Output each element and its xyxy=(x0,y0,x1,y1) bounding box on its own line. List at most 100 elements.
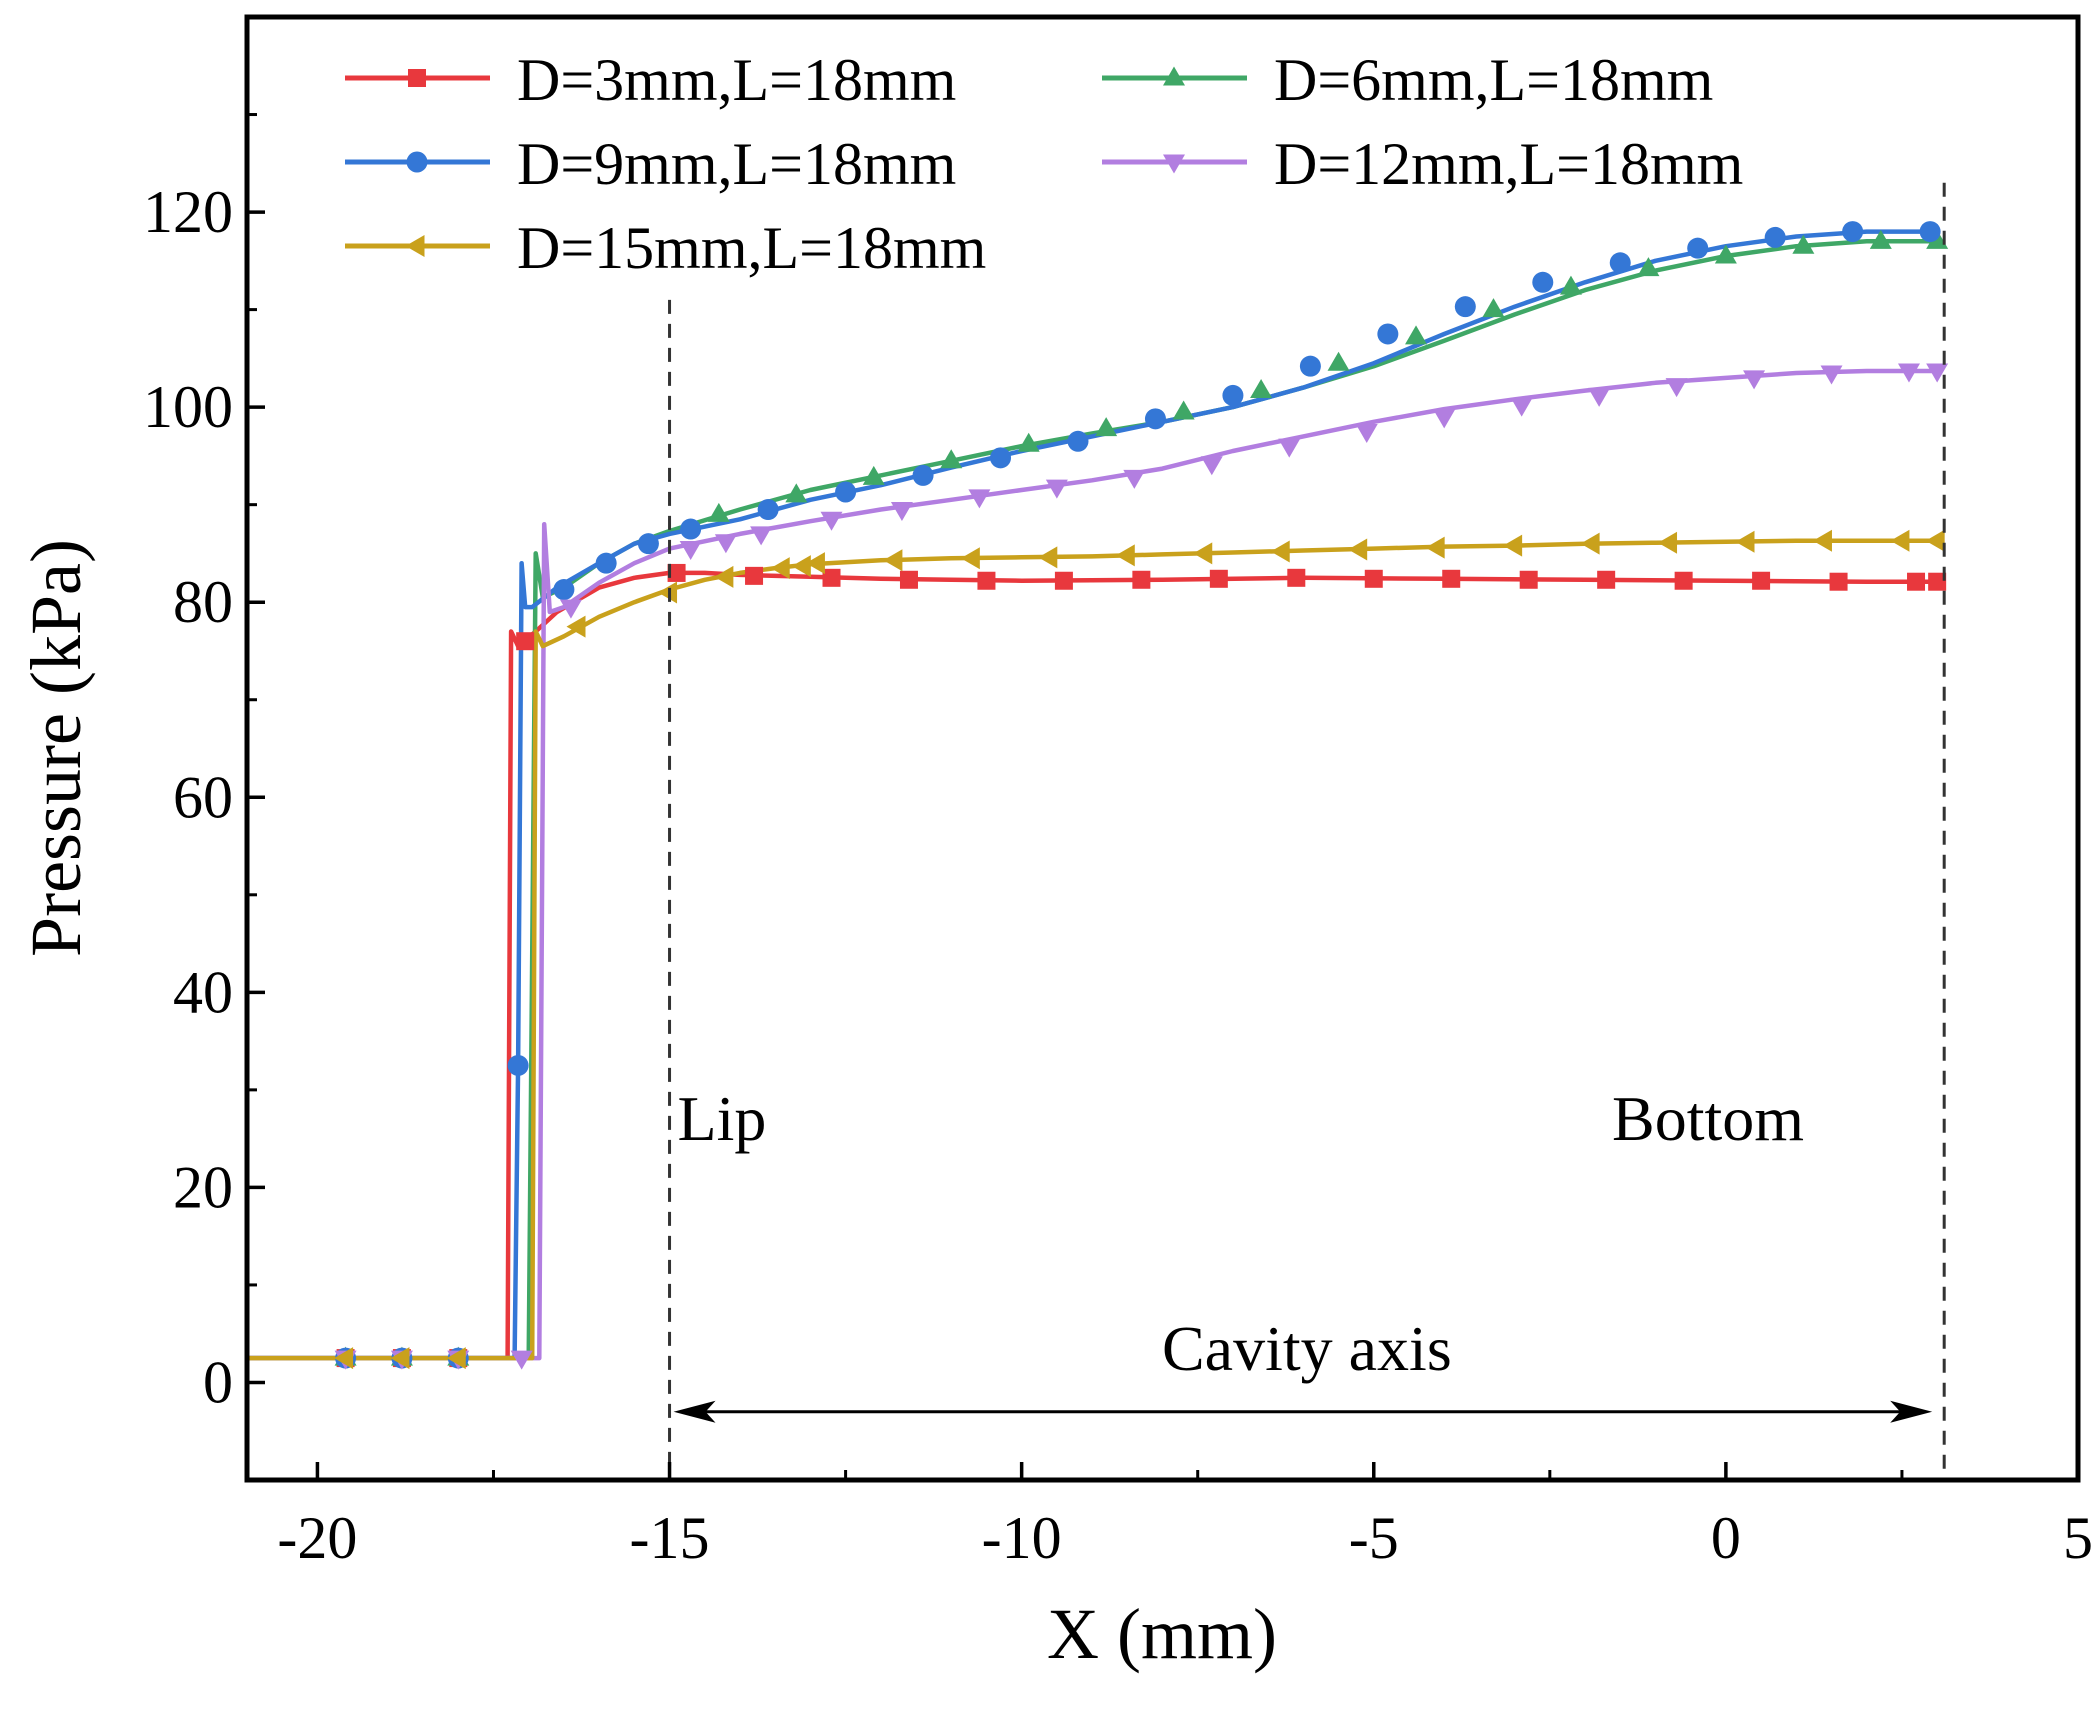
cavity-axis-label: Cavity axis xyxy=(1162,1313,1452,1384)
series-1-point xyxy=(1674,571,1693,590)
series-2-point xyxy=(1095,417,1118,437)
legend: D=3mm,L=18mm D=6mm,L=18mm D=9mm,L=18mm D=12… xyxy=(345,47,1743,281)
series-1-point xyxy=(1752,571,1771,590)
series-5-point xyxy=(805,552,825,575)
series-4-point xyxy=(510,1350,533,1370)
legend-label-2: D=6mm,L=18mm xyxy=(1274,47,1713,113)
legend-marker-2 xyxy=(1163,66,1185,86)
y-axis-label: Pressure (kPa) xyxy=(16,539,96,957)
legend-marker-1 xyxy=(408,69,426,87)
series-4-point xyxy=(1743,370,1766,390)
series-3-point xyxy=(990,447,1012,469)
series-5-point xyxy=(1735,530,1755,553)
series-3-point xyxy=(1764,226,1786,248)
series-line-3 xyxy=(247,229,1938,1361)
series-4-point xyxy=(1200,456,1223,476)
series-1-point xyxy=(667,563,686,582)
series-4-point xyxy=(559,599,582,619)
series-1-point xyxy=(1442,569,1461,588)
series-3-point xyxy=(1609,252,1631,274)
x-tick-label: 5 xyxy=(2063,1505,2093,1571)
y-tick-label: 20 xyxy=(173,1154,233,1220)
y-tick-label: 0 xyxy=(203,1349,233,1415)
series-1-point xyxy=(1519,570,1538,589)
series-2-point xyxy=(1405,325,1428,345)
series-2-point xyxy=(1017,432,1040,452)
series-5-point xyxy=(1925,529,1945,552)
series-5-point xyxy=(566,615,586,638)
series-2-point xyxy=(1714,244,1737,264)
series-1-point xyxy=(1364,569,1383,588)
y-tick-label: 100 xyxy=(143,374,233,440)
series-3-point xyxy=(1377,323,1399,345)
series-4-point xyxy=(1123,469,1146,489)
series-3-point xyxy=(595,552,617,574)
series-2-point xyxy=(1869,229,1892,249)
series-5-point xyxy=(658,581,678,604)
axis-ticks: -20 -15 -10 -5 0 5 0 20 40 60 80 100 120 xyxy=(143,113,2093,1571)
series-1-point xyxy=(1928,572,1947,591)
x-axis-label: X (mm) xyxy=(1047,1594,1277,1674)
series-4-point xyxy=(1510,397,1533,417)
plot-frame xyxy=(244,14,2081,1483)
series-1-point xyxy=(977,571,996,590)
series-lines xyxy=(247,229,1938,1361)
series-2-point xyxy=(1250,379,1273,399)
series-5-point xyxy=(883,549,903,572)
series-4-point xyxy=(1665,378,1688,398)
series-1-point xyxy=(1907,572,1926,591)
series-4-point xyxy=(1820,365,1843,385)
series-2-point xyxy=(862,465,885,485)
series-3-point xyxy=(1842,221,1864,243)
series-5-point xyxy=(1193,542,1213,565)
y-tick-label: 40 xyxy=(173,959,233,1025)
series-3-point xyxy=(1067,430,1089,452)
series-5-point xyxy=(1658,531,1678,554)
series-3-point xyxy=(1687,237,1709,259)
y-tick-label: 80 xyxy=(173,569,233,635)
series-1-point xyxy=(1597,570,1616,589)
series-5-point xyxy=(1580,532,1600,555)
series-5-point xyxy=(960,547,980,570)
series-4-point xyxy=(1045,479,1068,499)
series-4-point xyxy=(1926,363,1949,383)
series-1-point xyxy=(822,568,841,587)
legend-marker-4 xyxy=(1163,154,1185,174)
series-4-point xyxy=(968,489,991,509)
series-2-point xyxy=(1559,275,1582,295)
x-tick-label: 0 xyxy=(1711,1505,1741,1571)
series-line-1 xyxy=(247,570,1938,1361)
series-1-point xyxy=(1132,570,1151,589)
series-5-point xyxy=(1038,546,1058,569)
series-4-point xyxy=(890,502,913,522)
series-4-point xyxy=(679,541,702,561)
series-2-point xyxy=(1482,298,1505,318)
series-3-point xyxy=(835,481,857,503)
series-2-point xyxy=(1792,234,1815,254)
series-1-point xyxy=(1054,571,1073,590)
series-5-point xyxy=(1890,529,1910,552)
legend-label-5: D=15mm,L=18mm xyxy=(517,215,986,281)
series-1-point xyxy=(516,632,535,651)
series-3-point xyxy=(1532,271,1554,293)
series-3-point xyxy=(912,464,934,486)
series-3-point xyxy=(680,518,702,540)
series-2-point xyxy=(1327,351,1350,371)
annotations: Lip Bottom Cavity axis xyxy=(668,182,1946,1480)
series-5-point xyxy=(770,557,790,580)
series-2-point xyxy=(1172,400,1195,420)
series-4-point xyxy=(1355,424,1378,444)
series-5-point xyxy=(1115,544,1135,567)
x-tick-label: -20 xyxy=(277,1505,357,1571)
legend-label-3: D=9mm,L=18mm xyxy=(517,131,956,197)
series-1-point xyxy=(1829,572,1848,591)
series-1-point xyxy=(1209,569,1228,588)
series-line-2 xyxy=(247,239,1938,1361)
series-2-point xyxy=(785,483,808,503)
legend-marker-5 xyxy=(405,235,425,257)
series-4-point xyxy=(714,534,737,554)
series-5-point xyxy=(791,555,811,578)
legend-label-4: D=12mm,L=18mm xyxy=(1274,131,1743,197)
x-tick-label: -5 xyxy=(1349,1505,1399,1571)
